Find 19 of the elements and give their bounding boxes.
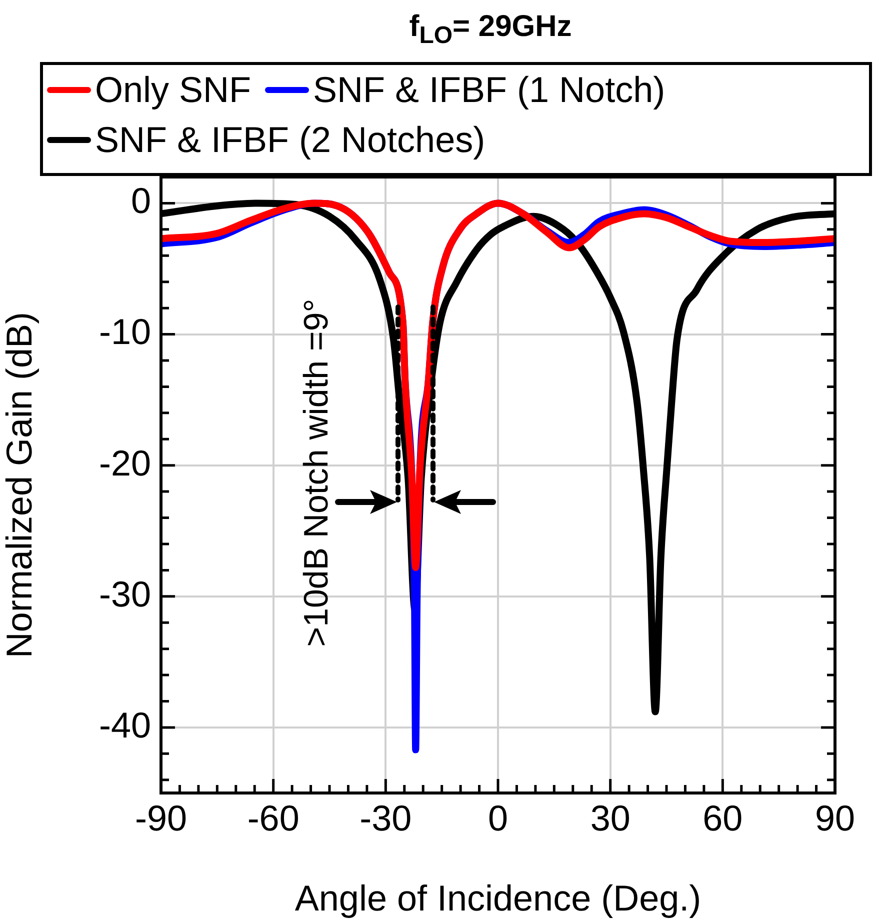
x-tick-label: 60 bbox=[702, 798, 743, 839]
y-axis-title: Normalized Gain (dB) bbox=[0, 312, 40, 658]
y-tick-label: -10 bbox=[98, 311, 151, 352]
x-axis-title: Angle of Incidence (Deg.) bbox=[294, 877, 702, 918]
annotation: >10dB Notch width =9° bbox=[297, 298, 336, 647]
y-tick-label: -40 bbox=[98, 704, 151, 746]
x-tick-label: 30 bbox=[590, 798, 630, 839]
y-tick-label: 0 bbox=[130, 180, 151, 222]
legend-label: Only SNF bbox=[95, 68, 252, 112]
y-tick-label: -30 bbox=[98, 573, 151, 614]
x-tick-label: -30 bbox=[360, 798, 412, 839]
y-tick-label: -20 bbox=[98, 442, 151, 484]
x-tick-label: 90 bbox=[814, 798, 856, 839]
x-tick-label: 0 bbox=[488, 798, 508, 839]
legend-label: SNF & IFBF (2 Notches) bbox=[95, 118, 486, 162]
x-tick-label: -90 bbox=[134, 798, 188, 839]
x-tick-label: -60 bbox=[247, 798, 300, 839]
legend-label: SNF & IFBF (1 Notch) bbox=[313, 68, 666, 112]
chart-title: f$_{LO}$= 29GHz bbox=[408, 10, 573, 50]
